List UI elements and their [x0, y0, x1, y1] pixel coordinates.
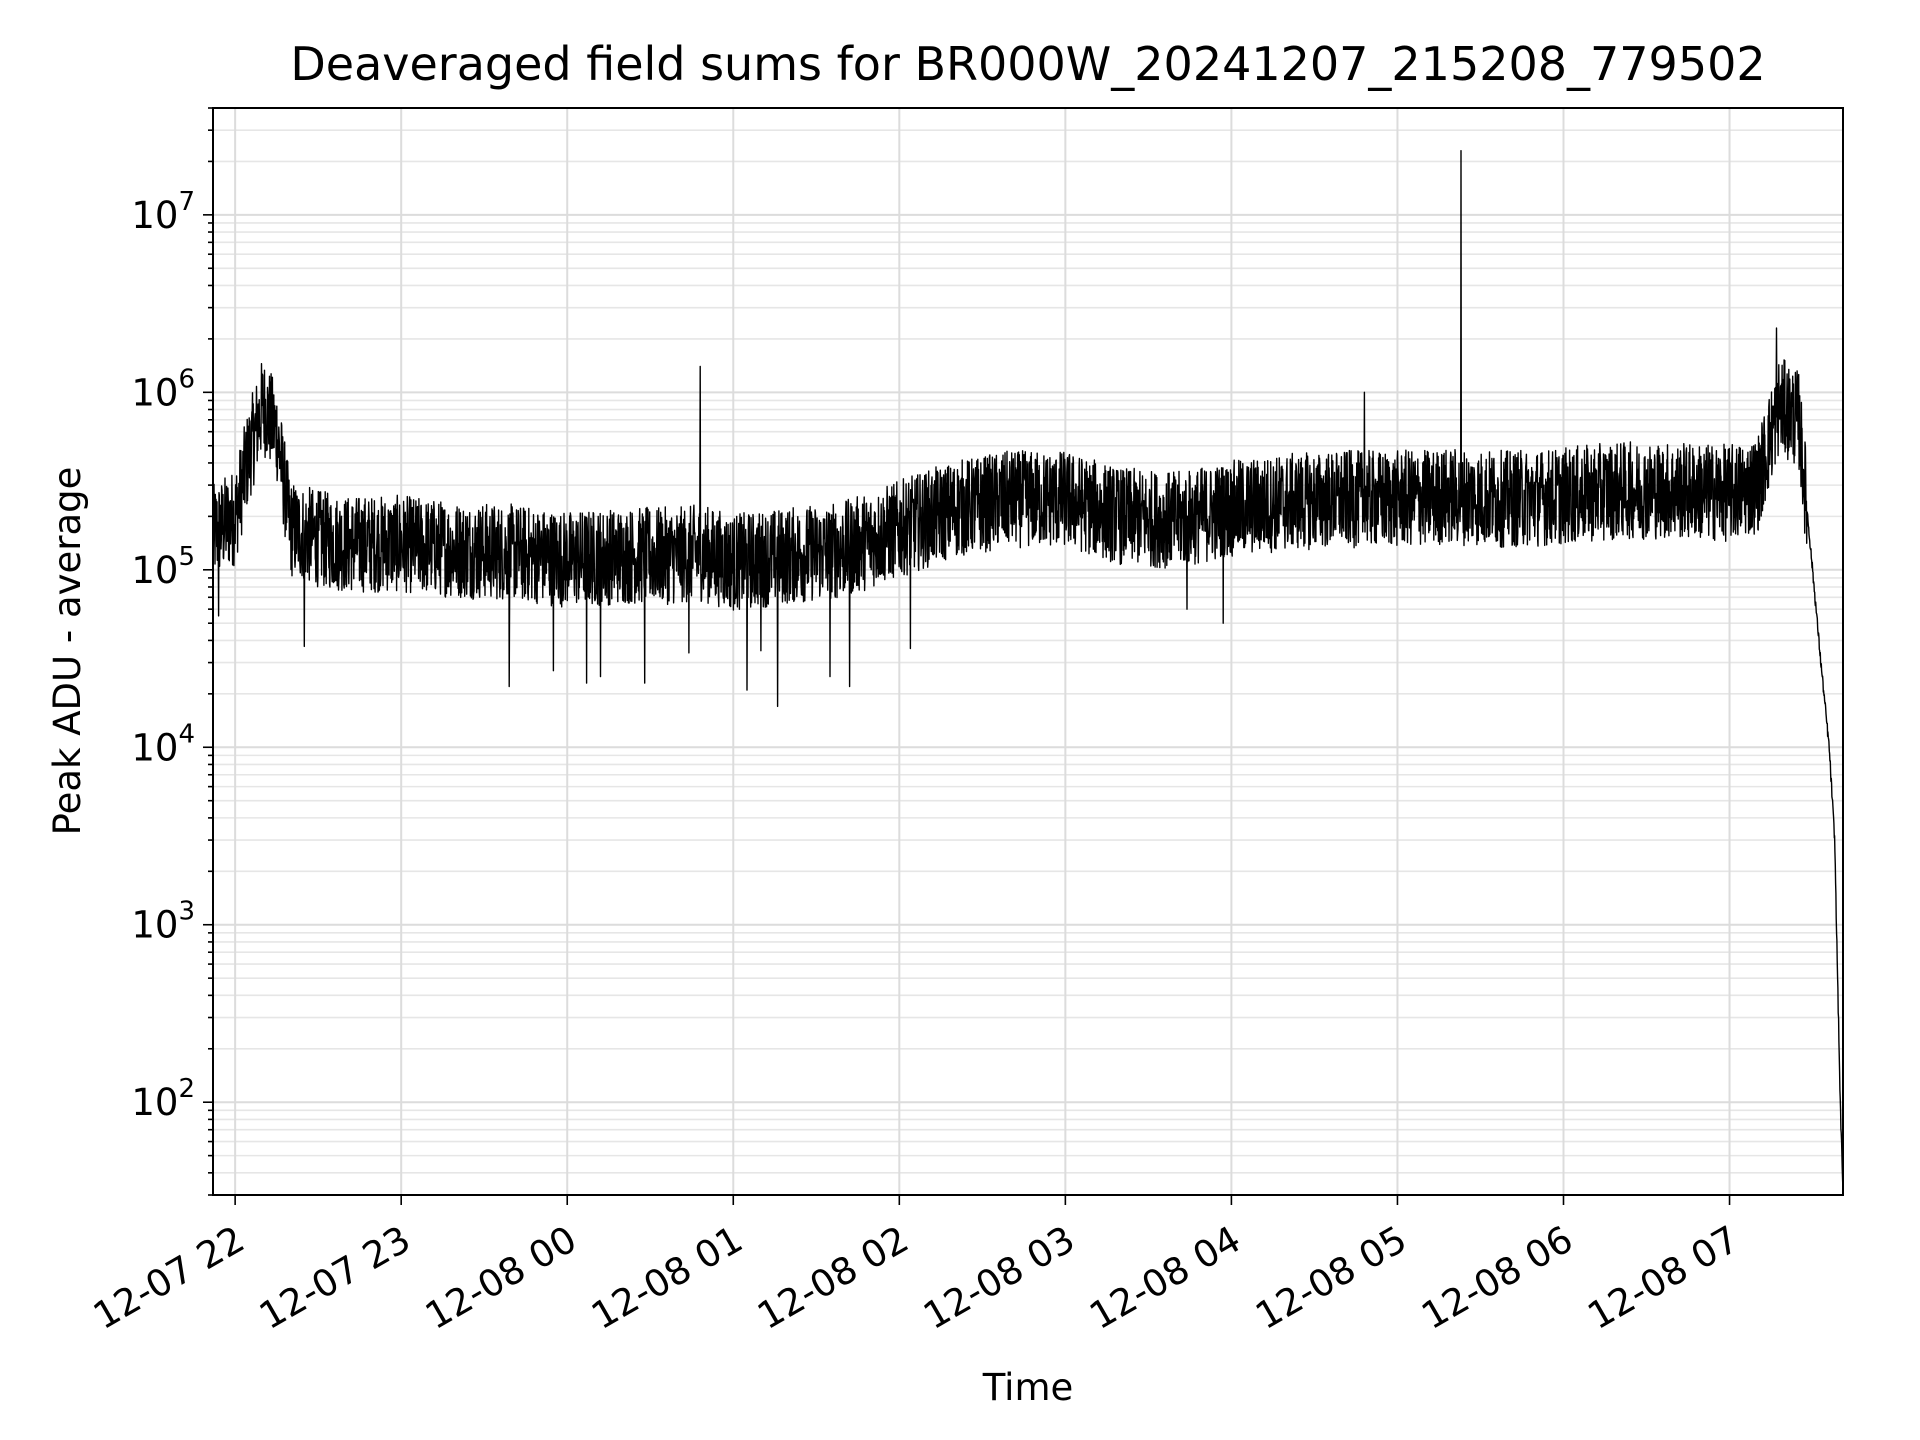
y-tick-label: 104 — [131, 719, 195, 769]
series-layer — [212, 149, 1844, 1188]
y-tick-label: 107 — [131, 187, 195, 237]
y-tick-exponent: 4 — [178, 719, 195, 749]
y-tick-exponent: 2 — [178, 1074, 195, 1104]
grid — [213, 107, 1843, 1196]
x-axis-label: Time — [982, 1366, 1074, 1409]
plot-frame — [212, 107, 1844, 1196]
y-tick-base: 10 — [131, 549, 178, 592]
y-tick-exponent: 7 — [178, 187, 195, 217]
y-tick-label: 105 — [131, 542, 195, 592]
y-tick-base: 10 — [131, 904, 178, 947]
y-tick-label: 103 — [131, 897, 195, 947]
y-axis-label: Peak ADU - average — [46, 467, 89, 836]
y-tick-label: 102 — [131, 1074, 195, 1124]
y-tick-label: 106 — [131, 364, 195, 414]
series-line — [212, 149, 1844, 1188]
y-tick-base: 10 — [131, 726, 178, 769]
y-tick-exponent: 5 — [178, 542, 195, 572]
y-tick-exponent: 6 — [178, 364, 195, 394]
y-tick-base: 10 — [131, 371, 178, 414]
y-tick-base: 10 — [131, 1081, 178, 1124]
chart-title: Deaveraged field sums for BR000W_2024120… — [290, 37, 1765, 91]
y-tick-base: 10 — [131, 194, 178, 237]
y-tick-exponent: 3 — [178, 897, 195, 927]
